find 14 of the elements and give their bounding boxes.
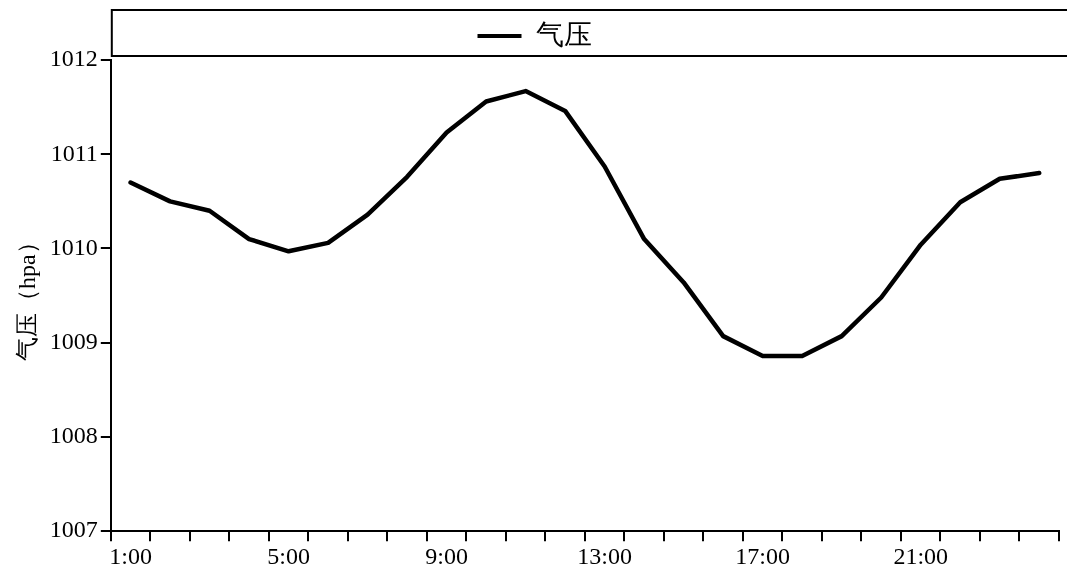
x-tick-label: 5:00: [267, 542, 310, 569]
y-tick-label: 1011: [50, 139, 98, 166]
y-tick-label: 1012: [49, 45, 98, 72]
y-axis-title: 气压（hpa）: [13, 230, 40, 361]
x-tick-label: 1:00: [109, 542, 152, 569]
x-tick-label: 9:00: [425, 542, 468, 569]
y-tick-label: 1009: [49, 328, 98, 355]
y-tick-label: 1008: [49, 422, 98, 449]
x-tick-label: 21:00: [893, 542, 949, 569]
y-tick-label: 1007: [49, 516, 98, 543]
x-tick-label: 13:00: [577, 542, 632, 569]
y-tick-label: 1010: [49, 233, 98, 260]
legend-label: 气压: [535, 18, 592, 50]
x-tick-label: 17:00: [735, 542, 791, 569]
